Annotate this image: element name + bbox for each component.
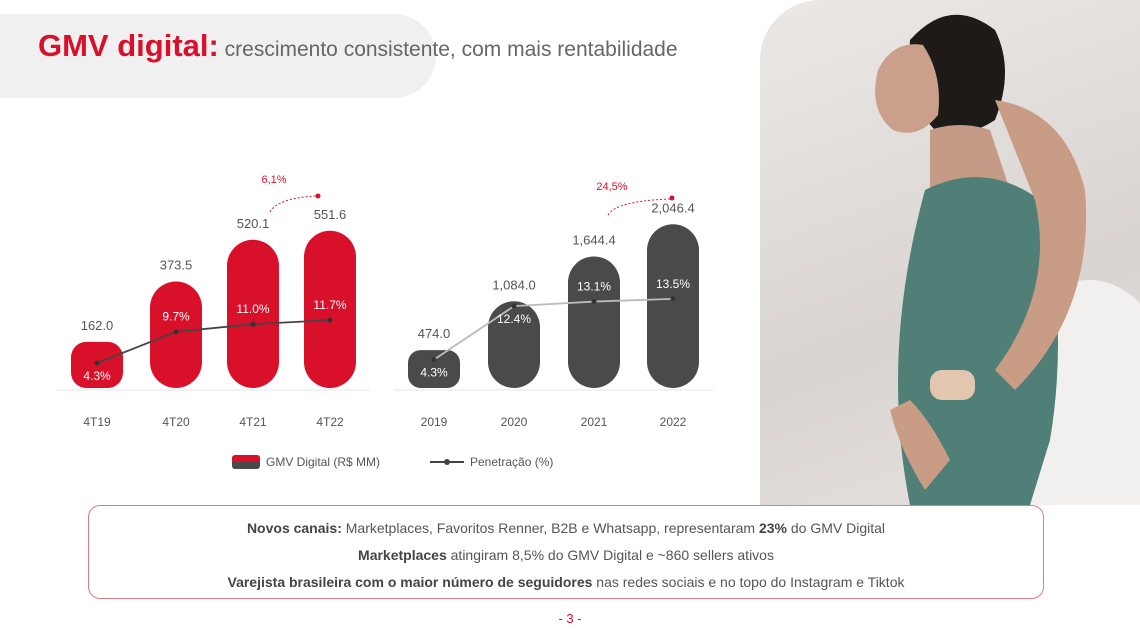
bar-value-label: 520.1: [237, 216, 270, 231]
penetration-label: 9.7%: [162, 310, 190, 324]
bar-value-label: 373.5: [160, 258, 193, 273]
highlight-text: atingiram 8,5% do GMV Digital e ~860 sel…: [446, 547, 774, 563]
title-accent: GMV digital:: [38, 28, 219, 63]
legend-line-label: Penetração (%): [470, 455, 554, 469]
x-tick-label: 4T20: [162, 415, 190, 429]
bar-4T22: [304, 230, 356, 388]
bar-value-label: 1,084.0: [492, 277, 535, 292]
x-tick-label: 2019: [421, 415, 448, 429]
penetration-point: [327, 317, 333, 323]
bar-2022: [647, 224, 699, 388]
x-tick-label: 2021: [581, 415, 608, 429]
gmv-charts: 162.0 4T19 373.5 4T20 520.1 4T21 551.6 4T22 4.3%…: [57, 174, 713, 429]
legend-line: Penetração (%): [430, 455, 553, 469]
legend-bars: GMV Digital (R$ MM): [232, 455, 380, 469]
highlight-bold: Varejista brasileira com o maior número …: [227, 574, 593, 590]
penetration-label: 4.3%: [83, 369, 111, 383]
bar-2019: [408, 350, 460, 388]
bar-value-label: 2,046.4: [651, 200, 694, 215]
legend-swatch: [232, 455, 260, 469]
bar-4T21: [227, 239, 279, 388]
penetration-point: [250, 321, 256, 327]
penetration-label: 12.4%: [497, 312, 531, 326]
highlight-1: Novos canais: Marketplaces, Favoritos Re…: [89, 515, 1043, 542]
growth-arrow: [269, 195, 317, 213]
header-band: [0, 14, 436, 98]
page-title: GMV digital: crescimento consistente, co…: [38, 26, 678, 70]
x-tick-label: 2020: [501, 415, 528, 429]
bar-value-label: 162.0: [81, 318, 114, 333]
highlight-bold: 23%: [758, 520, 787, 536]
x-tick-label: 4T21: [239, 415, 267, 429]
x-tick-label: 4T22: [316, 415, 344, 429]
growth-arrow-head: [669, 195, 675, 201]
penetration-label: 13.5%: [656, 277, 690, 291]
penetration-label: 13.1%: [577, 280, 611, 294]
growth-annotation: 24,5%: [596, 181, 627, 193]
penetration-label: 4.3%: [420, 366, 448, 380]
x-tick-label: 4T19: [83, 415, 111, 429]
growth-arrow-head: [315, 193, 321, 199]
bar-2021: [568, 256, 620, 388]
x-tick-label: 2022: [660, 415, 687, 429]
penetration-line: [433, 298, 674, 361]
penetration-point: [511, 303, 517, 309]
title-rest: crescimento consistente, com mais rentab…: [218, 38, 678, 61]
highlight-bold: Marketplaces: [358, 547, 447, 563]
bar-2020: [488, 301, 540, 388]
legend-line-marker: [430, 459, 464, 465]
bar-value-label: 1,644.4: [572, 232, 615, 247]
growth-arrow: [607, 198, 671, 216]
penetration-line: [96, 319, 331, 364]
penetration-point: [670, 296, 676, 302]
highlight-text: nas redes sociais e no topo do Instagram…: [592, 574, 905, 590]
model-photo: [760, 0, 1140, 505]
bar-value-label: 474.0: [418, 326, 451, 341]
penetration-point: [591, 299, 597, 305]
page-number: - 3 -: [558, 611, 582, 626]
highlight-bold: Novos canais:: [246, 520, 342, 536]
penetration-label: 11.0%: [236, 302, 269, 316]
highlight-text: do GMV Digital: [787, 520, 886, 536]
penetration-point: [431, 357, 437, 363]
growth-annotation: 6,1%: [261, 174, 286, 186]
legend-bars-label: GMV Digital (R$ MM): [266, 455, 381, 469]
penetration-label: 11.7%: [313, 298, 346, 312]
penetration-point: [173, 329, 179, 335]
bar-4T20: [150, 281, 202, 388]
penetration-point: [94, 360, 100, 366]
highlight-text: Marketplaces, Favoritos Renner, B2B e Wh…: [341, 520, 759, 536]
highlight-3: Varejista brasileira com o maior número …: [89, 569, 1043, 596]
highlight-2: Marketplaces atingiram 8,5% do GMV Digit…: [89, 542, 1043, 569]
bar-value-label: 551.6: [314, 207, 347, 222]
highlights-box: Novos canais: Marketplaces, Favoritos Re…: [88, 505, 1044, 599]
